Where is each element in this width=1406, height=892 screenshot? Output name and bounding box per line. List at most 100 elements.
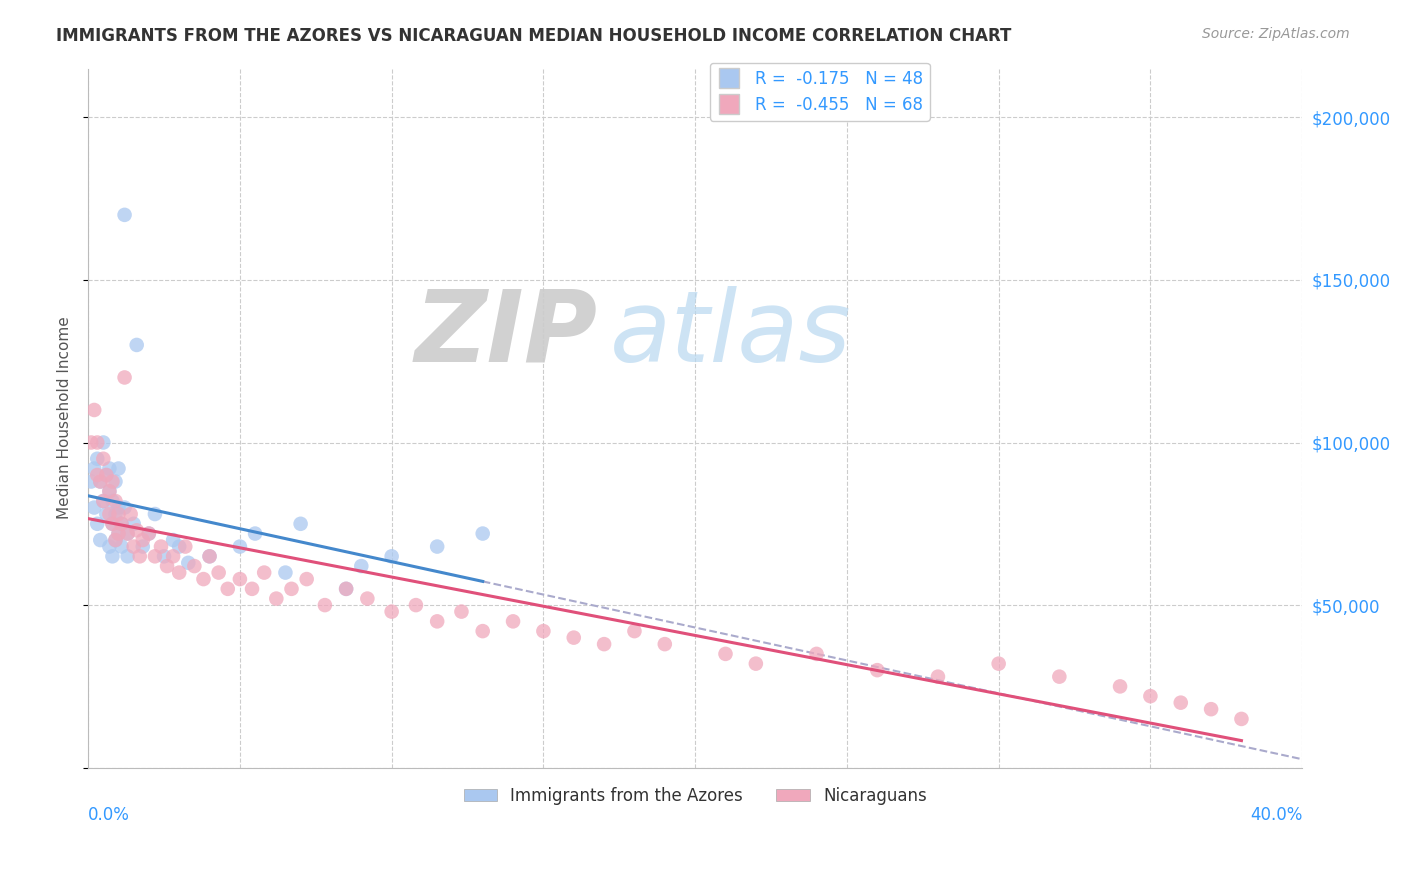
Point bbox=[1109, 680, 1132, 694]
Point bbox=[101, 494, 124, 508]
Point bbox=[208, 566, 231, 580]
Point bbox=[405, 598, 427, 612]
Point bbox=[86, 435, 108, 450]
Point bbox=[91, 494, 114, 508]
Point bbox=[104, 533, 127, 547]
Point bbox=[502, 615, 524, 629]
Text: 0.0%: 0.0% bbox=[89, 806, 129, 824]
Point bbox=[183, 559, 205, 574]
Point bbox=[110, 540, 132, 554]
Point bbox=[167, 566, 190, 580]
Point bbox=[381, 549, 404, 564]
Point bbox=[138, 526, 160, 541]
Point bbox=[96, 507, 118, 521]
Point bbox=[198, 549, 221, 564]
Point bbox=[1230, 712, 1253, 726]
Point bbox=[114, 370, 136, 384]
Point bbox=[91, 494, 114, 508]
Point bbox=[153, 549, 176, 564]
Point bbox=[91, 451, 114, 466]
Point bbox=[138, 526, 160, 541]
Text: Source: ZipAtlas.com: Source: ZipAtlas.com bbox=[1202, 27, 1350, 41]
Point bbox=[987, 657, 1010, 671]
Point bbox=[80, 435, 103, 450]
Point bbox=[83, 403, 105, 417]
Point bbox=[89, 475, 111, 489]
Point bbox=[120, 507, 142, 521]
Point bbox=[107, 507, 129, 521]
Point bbox=[243, 526, 266, 541]
Point bbox=[290, 516, 312, 531]
Point bbox=[198, 549, 221, 564]
Text: ZIP: ZIP bbox=[415, 285, 598, 383]
Point bbox=[96, 468, 118, 483]
Point bbox=[356, 591, 378, 606]
Point bbox=[125, 524, 148, 538]
Point bbox=[1139, 689, 1161, 703]
Point bbox=[132, 533, 155, 547]
Point bbox=[98, 484, 121, 499]
Point bbox=[104, 475, 127, 489]
Point bbox=[101, 549, 124, 564]
Point bbox=[450, 605, 472, 619]
Text: atlas: atlas bbox=[610, 285, 852, 383]
Point bbox=[107, 526, 129, 541]
Point bbox=[240, 582, 263, 596]
Point bbox=[471, 526, 494, 541]
Point bbox=[143, 507, 166, 521]
Point bbox=[229, 572, 252, 586]
Point bbox=[217, 582, 239, 596]
Point bbox=[193, 572, 215, 586]
Legend: Immigrants from the Azores, Nicaraguans: Immigrants from the Azores, Nicaraguans bbox=[457, 780, 934, 812]
Point bbox=[110, 516, 132, 531]
Point bbox=[80, 475, 103, 489]
Point bbox=[98, 484, 121, 499]
Point bbox=[86, 516, 108, 531]
Point bbox=[426, 615, 449, 629]
Point bbox=[86, 451, 108, 466]
Point bbox=[866, 663, 889, 677]
Point bbox=[562, 631, 585, 645]
Point bbox=[1047, 670, 1070, 684]
Point bbox=[531, 624, 554, 639]
Point bbox=[107, 500, 129, 515]
Point bbox=[714, 647, 737, 661]
Point bbox=[98, 540, 121, 554]
Text: 40.0%: 40.0% bbox=[1250, 806, 1302, 824]
Point bbox=[117, 526, 139, 541]
Point bbox=[89, 533, 111, 547]
Point bbox=[150, 540, 173, 554]
Point bbox=[381, 605, 404, 619]
Point bbox=[335, 582, 357, 596]
Point bbox=[143, 549, 166, 564]
Point bbox=[1199, 702, 1222, 716]
Point bbox=[114, 500, 136, 515]
Y-axis label: Median Household Income: Median Household Income bbox=[58, 317, 72, 519]
Point bbox=[295, 572, 318, 586]
Point bbox=[86, 468, 108, 483]
Point bbox=[91, 435, 114, 450]
Point bbox=[125, 338, 148, 352]
Point bbox=[593, 637, 616, 651]
Point bbox=[350, 559, 373, 574]
Point bbox=[114, 208, 136, 222]
Point bbox=[107, 461, 129, 475]
Point bbox=[107, 526, 129, 541]
Point bbox=[253, 566, 276, 580]
Point bbox=[426, 540, 449, 554]
Point bbox=[117, 549, 139, 564]
Point bbox=[104, 494, 127, 508]
Point bbox=[104, 507, 127, 521]
Point bbox=[117, 526, 139, 541]
Point bbox=[83, 461, 105, 475]
Point bbox=[110, 516, 132, 531]
Point bbox=[101, 475, 124, 489]
Point bbox=[280, 582, 302, 596]
Point bbox=[104, 533, 127, 547]
Point bbox=[128, 549, 150, 564]
Point bbox=[162, 533, 184, 547]
Point bbox=[156, 559, 179, 574]
Point bbox=[101, 516, 124, 531]
Text: IMMIGRANTS FROM THE AZORES VS NICARAGUAN MEDIAN HOUSEHOLD INCOME CORRELATION CHA: IMMIGRANTS FROM THE AZORES VS NICARAGUAN… bbox=[56, 27, 1011, 45]
Point bbox=[229, 540, 252, 554]
